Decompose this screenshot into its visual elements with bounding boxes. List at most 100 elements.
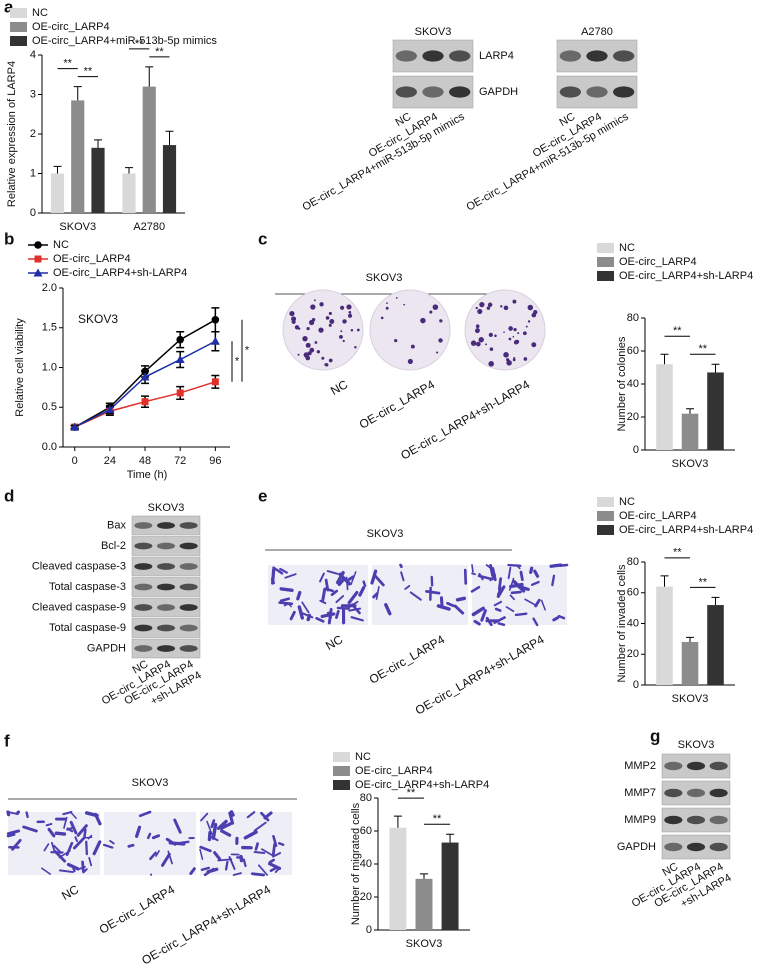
cell (347, 575, 355, 581)
x-tick-label: SKOV3 (672, 693, 709, 705)
blot-band (664, 842, 683, 852)
colony (475, 306, 478, 310)
group-label: NC (323, 632, 345, 653)
cell (216, 819, 228, 831)
cell (446, 601, 455, 608)
colony (342, 339, 345, 343)
cell (489, 573, 497, 582)
blot-band (449, 86, 471, 98)
panel-letter: c (258, 229, 267, 248)
cell (319, 572, 325, 583)
colony (346, 304, 352, 310)
cell (6, 833, 16, 838)
error-bar (73, 86, 82, 101)
cell (272, 852, 282, 858)
cell (552, 616, 560, 622)
protein-label: Bcl-2 (101, 540, 126, 552)
blot-band (156, 563, 176, 570)
cell (257, 864, 269, 876)
blot-band (179, 563, 198, 570)
cell (335, 609, 340, 619)
cell (229, 810, 235, 817)
series-line (74, 340, 216, 428)
colony (527, 320, 531, 323)
legend-label: OE-circ_LARP4 (355, 765, 433, 777)
panel-letter: a (4, 0, 14, 16)
colony (340, 305, 345, 310)
y-axis-label: Number of invaded cells (616, 564, 628, 683)
cell (199, 845, 212, 853)
cell (491, 567, 497, 582)
protein-label: GAPDH (479, 86, 518, 98)
colony (508, 337, 512, 341)
cell (277, 842, 285, 846)
significance-label: ** (673, 325, 682, 337)
legend-swatch (10, 22, 27, 32)
cell (509, 582, 524, 589)
group-label: OE-circ_LARP4 (367, 632, 448, 687)
colony (350, 329, 354, 332)
colony (478, 337, 484, 343)
colony (489, 347, 494, 351)
error-bar (711, 363, 720, 373)
bar (389, 827, 407, 930)
cell (199, 848, 204, 860)
cell (25, 811, 29, 819)
blot-band (179, 542, 198, 550)
colony (488, 361, 494, 367)
colony (503, 331, 505, 333)
cell (74, 836, 79, 843)
cell (279, 597, 291, 603)
cell (306, 613, 312, 622)
cell (321, 587, 327, 602)
legend-label: OE-circ_LARP4+sh-LARP4 (619, 270, 753, 282)
colony (289, 310, 295, 317)
colony (356, 328, 360, 332)
cell (497, 577, 503, 591)
colony (470, 340, 477, 346)
cell (362, 580, 367, 587)
cell (151, 834, 161, 840)
micrograph (8, 812, 100, 875)
colony (515, 339, 520, 344)
cell (558, 563, 569, 567)
cell (470, 585, 481, 593)
legend-label: OE-circ_LARP4 (53, 253, 131, 265)
blot-band (179, 645, 198, 652)
significance-label: ** (84, 66, 93, 78)
panel-letter: d (4, 486, 14, 505)
error-bar (393, 815, 402, 828)
cell (85, 840, 89, 856)
cell (370, 569, 378, 585)
protein-label: MMP7 (624, 787, 656, 799)
image-title: SKOV3 (132, 777, 169, 789)
legend-label: OE-circ_LARP4 (32, 21, 110, 33)
cell (76, 824, 88, 837)
error-bar (420, 873, 428, 879)
colony (410, 344, 415, 349)
colony (316, 350, 320, 354)
error-bar (446, 833, 455, 843)
blot-band (134, 583, 153, 591)
y-tick-label: 4 (30, 49, 36, 61)
cell (496, 586, 502, 596)
colony (308, 319, 315, 326)
x-tick-label: SKOV3 (406, 938, 443, 950)
point (210, 336, 220, 345)
cell (350, 616, 364, 622)
y-axis-label: Relative cell viability (14, 318, 26, 417)
blot-band (709, 788, 728, 798)
colony (475, 328, 480, 334)
cell (45, 822, 53, 827)
y-tick-label: 80 (360, 792, 372, 804)
cell (263, 811, 273, 820)
cell (189, 867, 196, 875)
bar (91, 147, 105, 213)
cell (217, 858, 233, 862)
blot-band (156, 542, 176, 550)
cell (254, 842, 259, 851)
blot-band (134, 604, 153, 611)
bar (441, 842, 459, 930)
cell (319, 599, 327, 605)
micrograph (472, 565, 567, 625)
